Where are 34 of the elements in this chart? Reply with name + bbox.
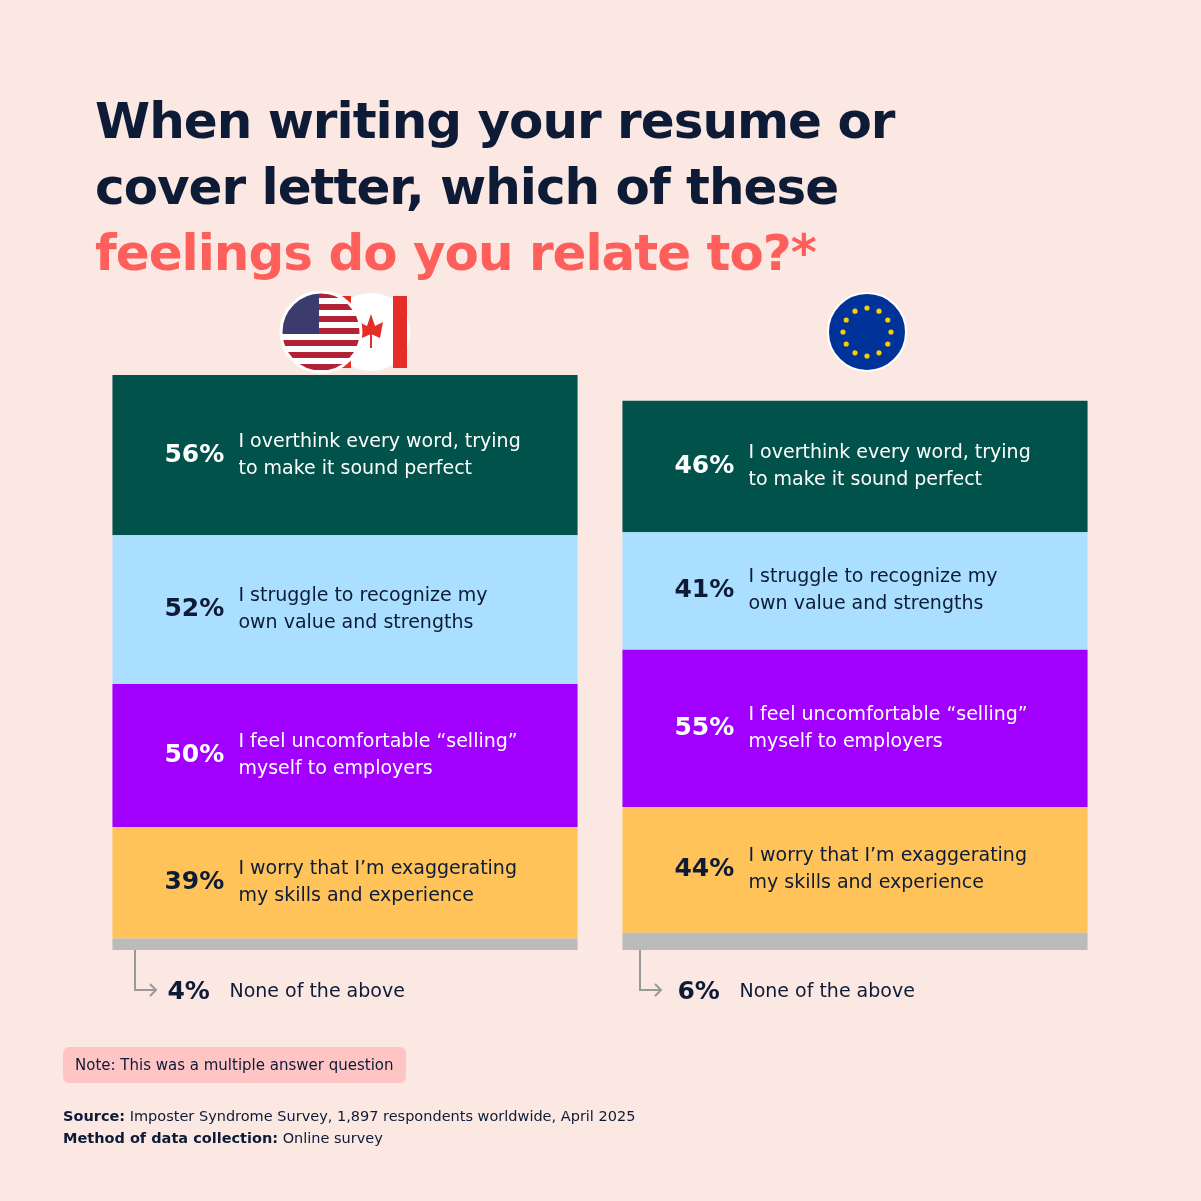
series-label: I overthink every word, trying to make it sound perfect xyxy=(748,439,1031,489)
data-label: 46% xyxy=(674,450,735,480)
series-label: I feel uncomfortable “selling” myself to employers xyxy=(238,728,518,778)
text: I struggle to recognize my own value and strengths xyxy=(238,583,488,633)
data-label: 44% xyxy=(674,853,735,883)
bar xyxy=(622,806,1088,933)
text: I worry that I’m exaggerating my skills and experience xyxy=(748,843,1027,893)
text: None of the above xyxy=(739,978,915,1001)
chart-title: When writing your resume or cover letter, which of these feelings do you relate to?* xyxy=(95,91,897,284)
series-label: I worry that I’m exaggerating my skills and experience xyxy=(238,856,517,906)
bar xyxy=(112,938,578,950)
data-label: 39% xyxy=(164,866,225,896)
bar xyxy=(622,400,1088,533)
data-label: 55% xyxy=(674,711,735,741)
series-label: None of the above xyxy=(229,978,405,1001)
data-label: 52% xyxy=(164,593,225,623)
text: I overthink every word, trying to make it sound perfect xyxy=(238,428,521,478)
bar xyxy=(112,826,578,939)
data-label: 4% xyxy=(167,975,210,1005)
text: Note: This was a multiple answer question xyxy=(63,1047,406,1083)
bar xyxy=(112,375,578,536)
data-label: 50% xyxy=(164,738,225,768)
bar xyxy=(112,535,578,684)
data-label: 56% xyxy=(164,438,225,468)
data-label: 6% xyxy=(677,975,720,1005)
bar xyxy=(622,649,1088,807)
bar xyxy=(622,532,1088,650)
series-label: I struggle to recognize my own value and strengths xyxy=(748,564,998,614)
source-note: Source: Imposter Syndrome Survey, 1,897 respondents worldwide, April 2025 xyxy=(63,1108,636,1124)
bar xyxy=(622,932,1088,950)
data-label: 41% xyxy=(674,574,735,604)
bar xyxy=(112,683,578,827)
text: Method of data collection: Online survey xyxy=(63,1130,383,1146)
text: I feel uncomfortable “selling” myself to employers xyxy=(748,701,1028,751)
